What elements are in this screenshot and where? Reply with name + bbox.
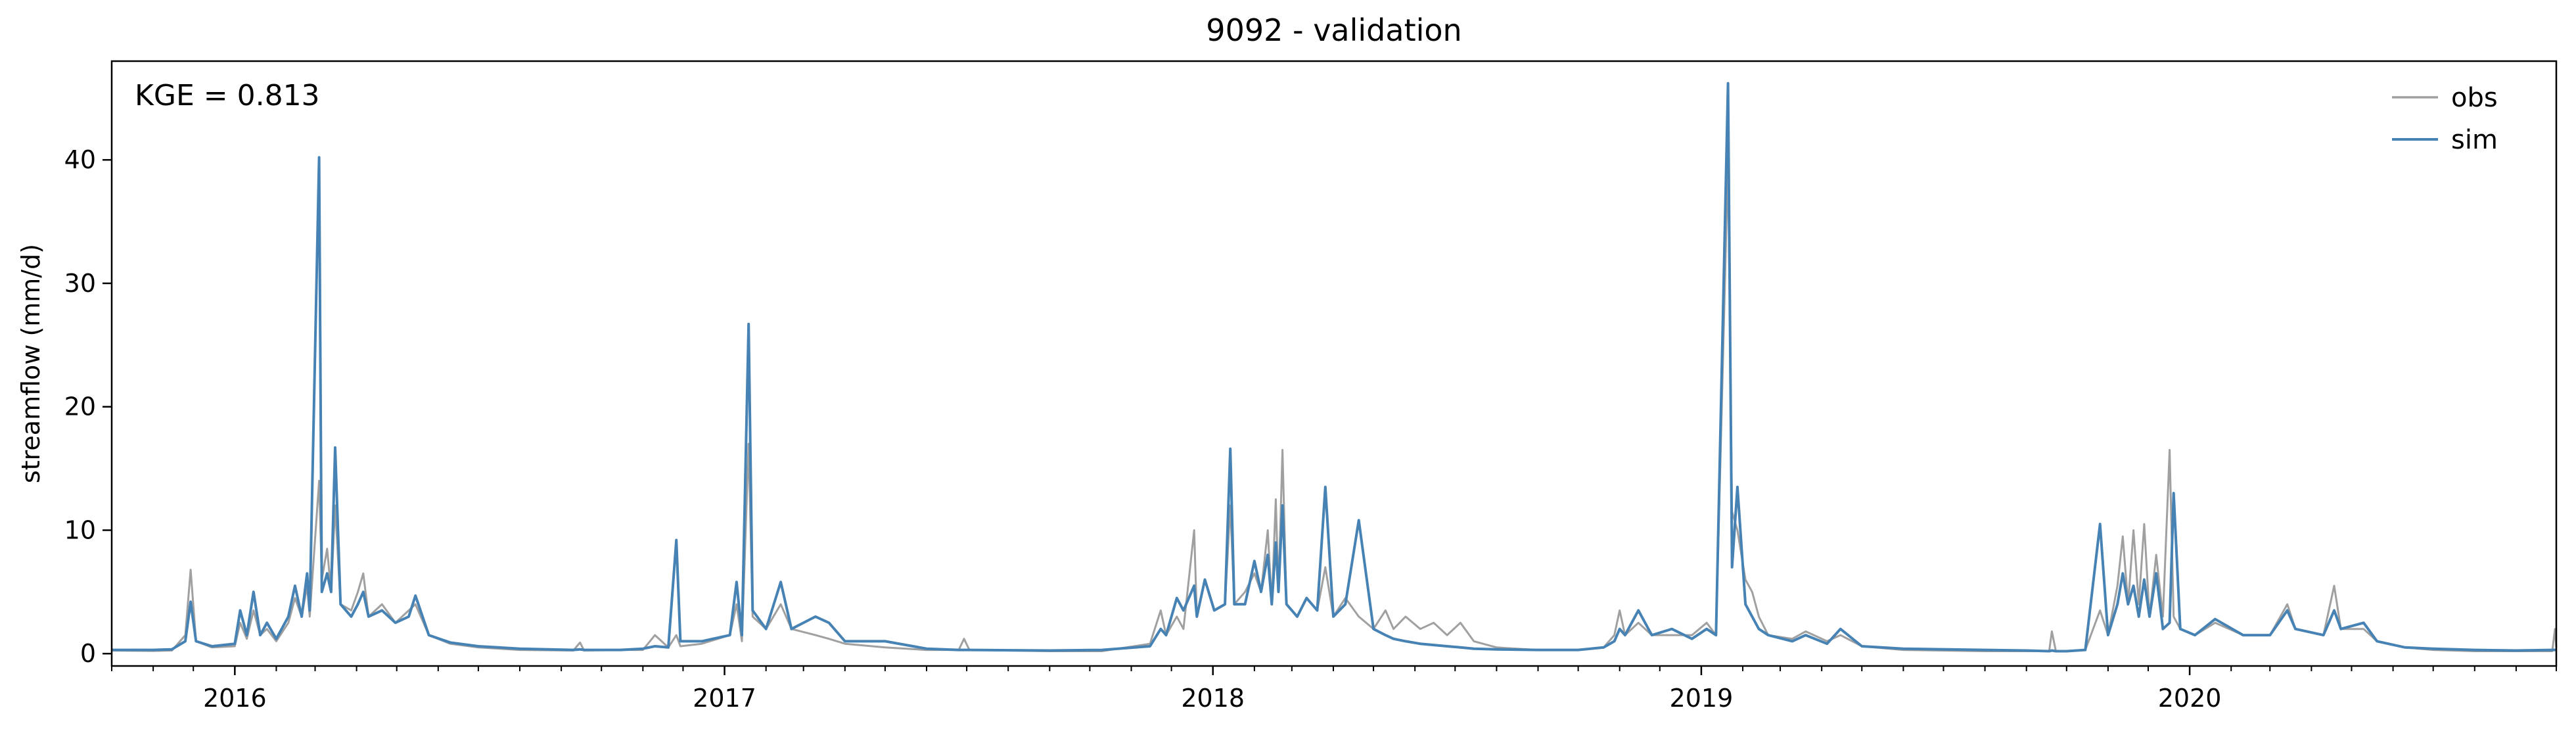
y-tick-label: 40 — [64, 145, 96, 174]
x-tick-label: 2019 — [1670, 684, 1734, 713]
legend-obs-label: obs — [2451, 83, 2498, 113]
x-tick-label: 2018 — [1181, 684, 1245, 713]
y-tick-label: 0 — [80, 639, 96, 668]
y-tick-label: 20 — [64, 392, 96, 421]
y-tick-label: 30 — [64, 269, 96, 298]
y-axis-ticks: 0 10 20 30 40 — [64, 145, 112, 668]
chart-title: 9092 - validation — [1206, 12, 1461, 48]
x-tick-label: 2016 — [203, 684, 267, 713]
y-tick-label: 10 — [64, 515, 96, 544]
y-axis-label: streamflow (mm/d) — [16, 244, 45, 483]
series-line-sim — [112, 82, 2556, 653]
x-axis-ticks: 2016 2017 2018 2019 2020 — [111, 666, 2557, 713]
plot-frame — [110, 60, 2558, 667]
x-tick-label: 2020 — [2158, 684, 2222, 713]
plot-area — [112, 61, 2556, 666]
x-tick-label: 2017 — [693, 684, 756, 713]
series-layer — [111, 82, 2558, 653]
legend-sim-label: sim — [2451, 125, 2498, 155]
kge-annotation: KGE = 0.813 — [135, 79, 320, 112]
legend: obs sim — [2392, 83, 2498, 155]
